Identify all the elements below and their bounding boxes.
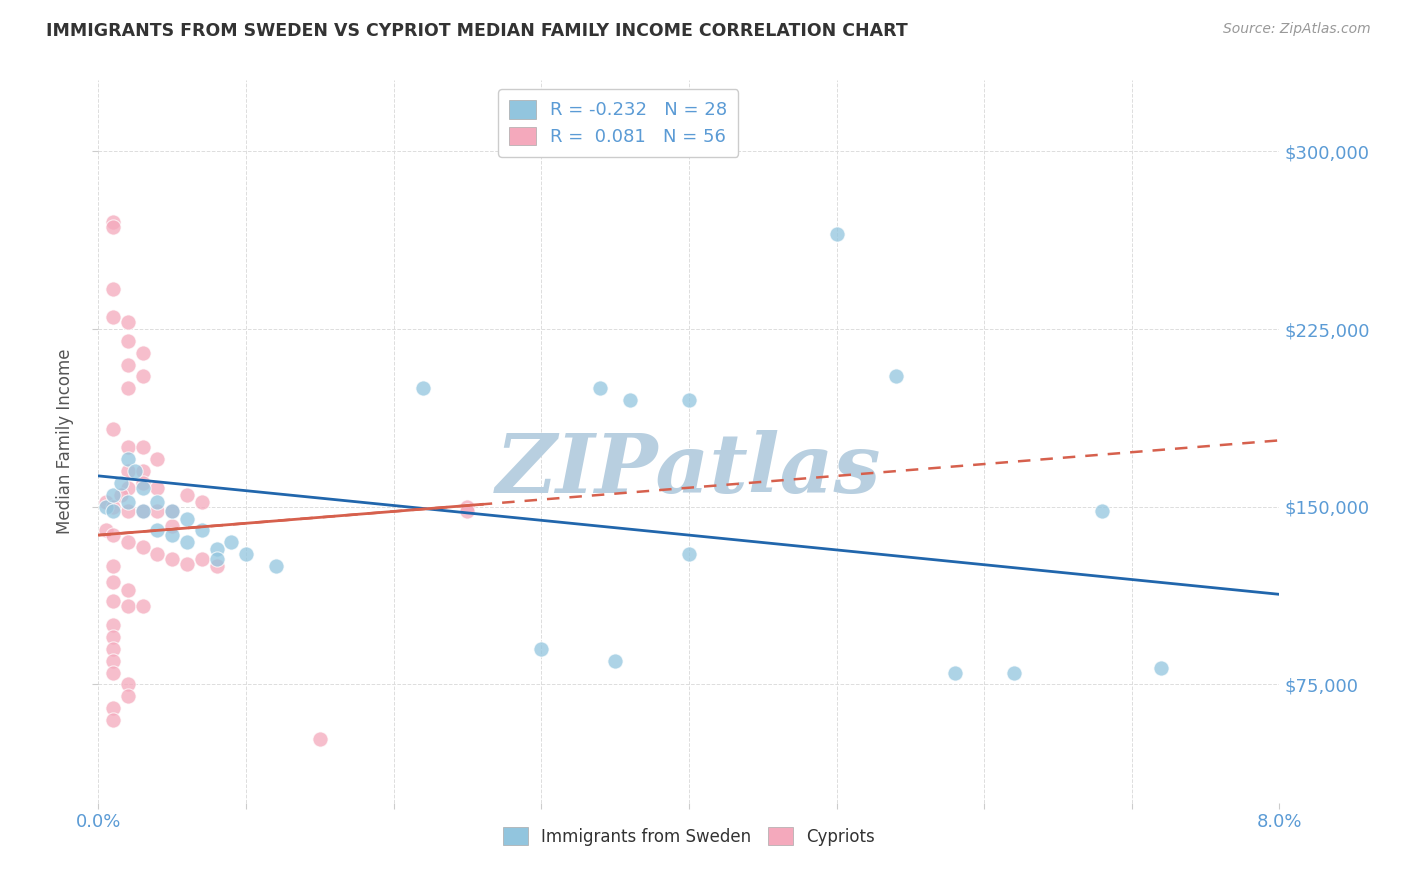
Point [176, 511, 198, 525]
Point [103, 618, 125, 632]
Point [1002, 665, 1025, 680]
Point [309, 731, 332, 746]
Point [132, 504, 155, 518]
Point [191, 551, 214, 566]
Point [117, 381, 139, 395]
Point [117, 495, 139, 509]
Point [103, 701, 125, 715]
Point [103, 575, 125, 590]
Point [264, 558, 287, 573]
Point [884, 369, 907, 384]
Point [132, 345, 155, 359]
Point [191, 524, 214, 538]
Point [132, 475, 155, 490]
Point [943, 665, 966, 680]
Point [146, 547, 169, 561]
Point [146, 452, 169, 467]
Point [1091, 504, 1114, 518]
Point [162, 504, 183, 518]
Point [103, 528, 125, 542]
Point [103, 310, 125, 325]
Point [176, 557, 198, 571]
Point [146, 504, 169, 518]
Point [191, 495, 214, 509]
Point [103, 594, 125, 608]
Point [235, 547, 257, 561]
Point [162, 518, 183, 533]
Point [1150, 661, 1173, 675]
Point [117, 689, 139, 703]
Point [117, 464, 139, 478]
Legend: Immigrants from Sweden, Cypriots: Immigrants from Sweden, Cypriots [496, 821, 882, 852]
Point [103, 488, 125, 502]
Point [110, 488, 132, 502]
Point [146, 481, 169, 495]
Point [103, 654, 125, 668]
Point [162, 551, 183, 566]
Point [117, 582, 139, 597]
Point [103, 665, 125, 680]
Point [412, 381, 434, 395]
Point [678, 393, 700, 408]
Point [132, 481, 155, 495]
Point [162, 528, 183, 542]
Point [103, 215, 125, 229]
Point [205, 551, 228, 566]
Point [110, 475, 132, 490]
Text: IMMIGRANTS FROM SWEDEN VS CYPRIOT MEDIAN FAMILY INCOME CORRELATION CHART: IMMIGRANTS FROM SWEDEN VS CYPRIOT MEDIAN… [46, 22, 908, 40]
Text: ZIPatlas: ZIPatlas [496, 431, 882, 510]
Point [457, 500, 479, 514]
Point [94, 495, 117, 509]
Text: Source: ZipAtlas.com: Source: ZipAtlas.com [1223, 22, 1371, 37]
Point [176, 488, 198, 502]
Point [117, 315, 139, 329]
Point [146, 524, 169, 538]
Point [605, 654, 627, 668]
Point [205, 542, 228, 557]
Point [103, 421, 125, 435]
Point [205, 558, 228, 573]
Point [117, 535, 139, 549]
Point [530, 641, 553, 656]
Point [132, 599, 155, 614]
Point [162, 504, 183, 518]
Point [132, 369, 155, 384]
Point [589, 381, 612, 395]
Point [117, 481, 139, 495]
Point [103, 558, 125, 573]
Point [103, 630, 125, 644]
Point [132, 504, 155, 518]
Point [117, 677, 139, 691]
Point [132, 441, 155, 455]
Point [103, 641, 125, 656]
Point [825, 227, 848, 242]
Point [103, 220, 125, 235]
Point [117, 358, 139, 372]
Point [94, 524, 117, 538]
Point [457, 504, 479, 518]
Y-axis label: Median Family Income: Median Family Income [56, 349, 75, 534]
Point [117, 452, 139, 467]
Point [619, 393, 641, 408]
Point [117, 441, 139, 455]
Point [678, 547, 700, 561]
Point [146, 495, 169, 509]
Point [132, 540, 155, 554]
Point [94, 500, 117, 514]
Point [176, 535, 198, 549]
Point [103, 500, 125, 514]
Point [221, 535, 243, 549]
Point [103, 282, 125, 296]
Point [132, 464, 155, 478]
Point [117, 504, 139, 518]
Point [103, 713, 125, 727]
Point [124, 464, 146, 478]
Point [117, 599, 139, 614]
Point [103, 504, 125, 518]
Point [117, 334, 139, 348]
